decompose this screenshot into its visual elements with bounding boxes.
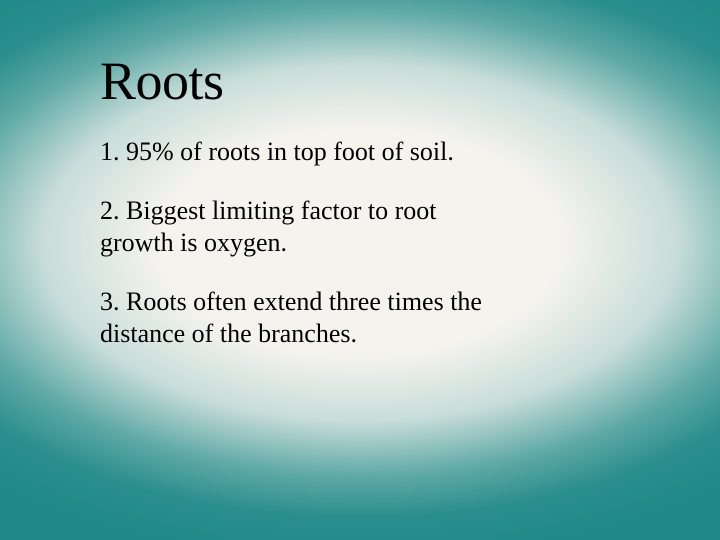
slide-title: Roots	[100, 50, 620, 112]
bullet-point-3: 3. Roots often extend three times the di…	[100, 286, 490, 351]
bullet-point-1: 1. 95% of roots in top foot of soil.	[100, 136, 490, 169]
slide-container: Roots 1. 95% of roots in top foot of soi…	[0, 0, 720, 540]
bullet-point-2: 2. Biggest limiting factor to root growt…	[100, 195, 490, 260]
